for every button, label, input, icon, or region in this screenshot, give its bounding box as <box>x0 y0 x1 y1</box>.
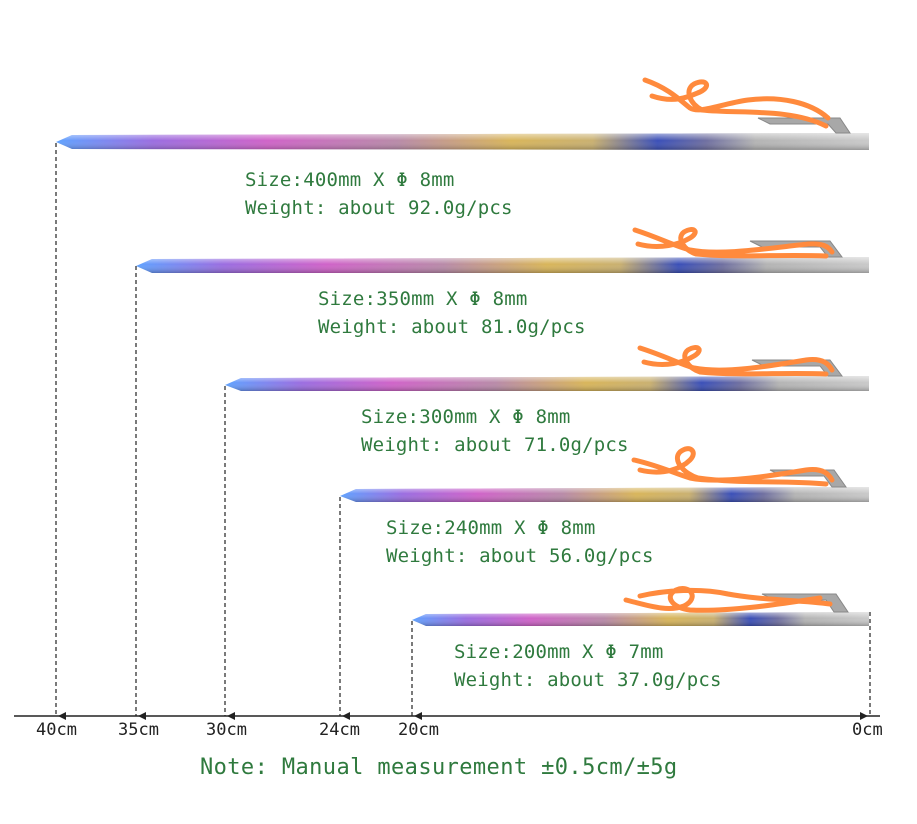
measurement-note: Note: Manual measurement ±0.5cm/±5g <box>200 755 678 780</box>
spec-label-400: Size:400mm X Φ 8mm Weight: about 92.0g/p… <box>245 166 513 222</box>
size-text: Size:350mm X Φ 8mm <box>318 288 528 310</box>
tick-label-30cm: 30cm <box>206 720 247 740</box>
tick-label-40cm: 40cm <box>36 720 77 740</box>
orange-cord-icon <box>631 446 835 487</box>
spec-label-300: Size:300mm X Φ 8mm Weight: about 71.0g/p… <box>361 403 629 459</box>
weight-text: Weight: about 81.0g/pcs <box>318 316 586 338</box>
orange-cord-icon <box>637 345 835 377</box>
stake-350mm <box>135 227 869 716</box>
spec-label-200: Size:200mm X Φ 7mm Weight: about 37.0g/p… <box>454 638 722 694</box>
spec-label-240: Size:240mm X Φ 8mm Weight: about 56.0g/p… <box>386 514 654 570</box>
tick-label-35cm: 35cm <box>118 720 159 740</box>
size-text: Size:300mm X Φ 8mm <box>361 406 571 428</box>
weight-text: Weight: about 71.0g/pcs <box>361 434 629 456</box>
orange-cord-icon <box>642 77 831 129</box>
stake-400mm <box>55 77 869 716</box>
stake-240mm <box>339 446 869 716</box>
tick-label-20cm: 20cm <box>398 720 439 740</box>
stake-300mm <box>224 345 869 716</box>
weight-text: Weight: about 56.0g/pcs <box>386 545 654 567</box>
size-text: Size:400mm X Φ 8mm <box>245 169 455 191</box>
measurement-ruler <box>14 712 880 720</box>
size-text: Size:240mm X Φ 8mm <box>386 517 596 539</box>
weight-text: Weight: about 92.0g/pcs <box>245 197 513 219</box>
orange-cord-icon <box>632 227 835 259</box>
tick-label-24cm: 24cm <box>319 720 360 740</box>
tick-label-0cm: 0cm <box>852 720 883 740</box>
orange-cord-icon <box>623 586 833 613</box>
size-text: Size:200mm X Φ 7mm <box>454 641 664 663</box>
stake-200mm <box>411 586 869 716</box>
stake-hook <box>757 117 851 134</box>
weight-text: Weight: about 37.0g/pcs <box>454 669 722 691</box>
spec-label-350: Size:350mm X Φ 8mm Weight: about 81.0g/p… <box>318 285 586 341</box>
